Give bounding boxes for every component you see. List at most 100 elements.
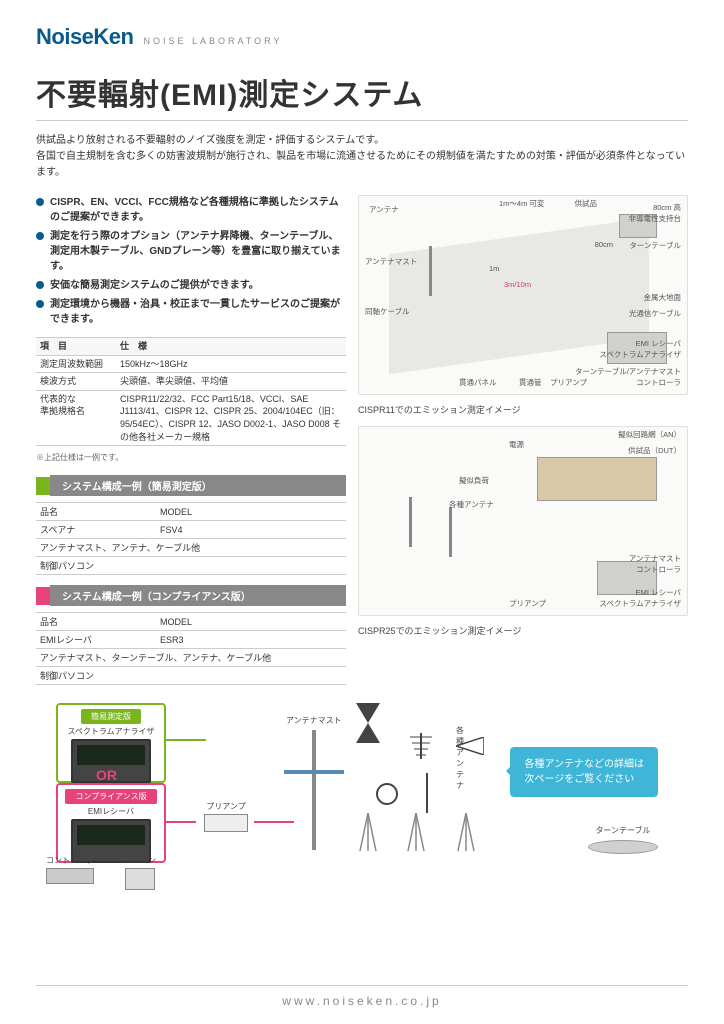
- spec-cell: 測定周波数範囲: [36, 355, 116, 373]
- intro-line: 各国で自主規制を含む多くの妨害波規制が施行され、製品を市場に流通させるためにその…: [36, 149, 688, 181]
- callout-bubble: 各種アンテナなどの詳細は 次ページをご覧ください: [510, 747, 658, 797]
- sys-cell: EMIレシーバ: [36, 631, 156, 649]
- label-gnd: 金属大地面: [644, 292, 682, 303]
- tag-compliance: コンプライアンス版: [65, 789, 156, 804]
- antenna-mast-group: アンテナマスト: [286, 713, 342, 854]
- bullet-text: 測定環境から機器・治具・校正まで一貫したサービスのご提案ができます。: [50, 297, 346, 327]
- preamp-label: プリアンプ: [196, 801, 256, 812]
- bullet-item: 安価な簡易測定システムのご提供ができます。: [36, 278, 346, 293]
- accent-pink: [36, 587, 50, 605]
- table-row: 代表的な 準拠規格名CISPR11/22/32、FCC Part15/18、VC…: [36, 390, 346, 445]
- sys-header: MODEL: [156, 503, 346, 521]
- intro-line: 供試品より放射される不要輻射のノイズ強度を測定・評価するシステムです。: [36, 133, 688, 149]
- label-antenna: アンテナ: [369, 204, 399, 215]
- spec-header: 仕 様: [116, 338, 346, 356]
- label-antenna-mast: アンテナマスト: [365, 256, 417, 267]
- table-row: EMIレシーバESR3: [36, 631, 346, 649]
- emi-receiver-label: EMIレシーバ: [62, 806, 160, 817]
- table-row: アンテナマスト、アンテナ、ケーブル他: [36, 539, 346, 557]
- label-eut: 供試品: [575, 198, 598, 209]
- sys-cell: 制御パソコン: [36, 557, 346, 575]
- header: NoiseKen NOISE LABORATORY: [36, 24, 688, 50]
- logperiodic-antenna-icon: [406, 733, 436, 762]
- loop-antenna-icon: [376, 783, 398, 808]
- conn-line-icon: [166, 739, 206, 741]
- label-tube: 貫通管: [519, 377, 542, 388]
- callout-text: 各種アンテナなどの詳細は 次ページをご覧ください: [524, 759, 644, 785]
- table-row: 制御パソコン: [36, 557, 346, 575]
- spec-cell: 代表的な 準拠規格名: [36, 390, 116, 445]
- bullet-item: CISPR、EN、VCCI、FCC規格など各種規格に準拠したシステムのご提案がで…: [36, 195, 346, 225]
- pc-monitor-icon: [125, 868, 155, 890]
- pc-label: パソコン: [110, 855, 170, 866]
- sys-cell: 制御パソコン: [36, 667, 346, 685]
- label-dut: 供試品（DUT）: [628, 445, 681, 456]
- bullet-icon: [36, 232, 44, 240]
- label-turntable: ターンテーブル: [629, 240, 681, 251]
- sys-header: 品名: [36, 503, 156, 521]
- diagram2-caption: CISPR25でのエミッション測定イメージ: [358, 624, 688, 637]
- label-80cm: 80cm: [595, 240, 613, 249]
- label-height-var: 1m～4m 可変: [499, 198, 544, 209]
- mast-arm-icon: [284, 770, 344, 774]
- antennas-label: 各種アンテナ: [456, 725, 464, 791]
- label-preamp: プリアンプ: [550, 377, 587, 388]
- controller-label: コントローラ: [40, 855, 100, 866]
- antenna-mast-label: アンテナマスト: [286, 715, 342, 726]
- label-mast-ctrl: アンテナマスト コントローラ: [629, 553, 681, 575]
- bullet-text: CISPR、EN、VCCI、FCC規格など各種規格に準拠したシステムのご提案がで…: [50, 195, 346, 225]
- emi-receiver-group: コンプライアンス版 EMIレシーバ: [56, 783, 166, 863]
- table-row: 測定周波数範囲150kHz～18GHz: [36, 355, 346, 373]
- right-column: アンテナ アンテナマスト 同軸ケーブル 1m～4m 可変 供試品 80cm 高 …: [358, 195, 688, 693]
- bullet-icon: [36, 300, 44, 308]
- table-row: 制御パソコン: [36, 667, 346, 685]
- tripods-icon: [356, 813, 496, 853]
- spec-cell: CISPR11/22/32、FCC Part15/18、VCCI、SAE J11…: [116, 390, 346, 445]
- logo: NoiseKen: [36, 24, 133, 50]
- mast-pole-icon: [312, 730, 316, 850]
- accent-green: [36, 477, 50, 495]
- pc-group: パソコン: [110, 853, 170, 892]
- intro-text: 供試品より放射される不要輻射のノイズ強度を測定・評価するシステムです。 各国で自…: [36, 133, 688, 181]
- page-title: 不要輻射(EMI)測定システム: [36, 78, 688, 121]
- sys-cell: スペアナ: [36, 521, 156, 539]
- table-row: スペアナFSV4: [36, 521, 346, 539]
- bullet-item: 測定環境から機器・治具・校正まで一貫したサービスのご提案ができます。: [36, 297, 346, 327]
- label-1m: 1m: [489, 264, 499, 273]
- sys-cell: ESR3: [156, 631, 346, 649]
- antenna-tripod-icon: [409, 497, 412, 547]
- feature-bullets: CISPR、EN、VCCI、FCC規格など各種規格に準拠したシステムのご提案がで…: [36, 195, 346, 327]
- section-title: システム構成一例（簡易測定版）: [50, 475, 346, 496]
- table-row: アンテナマスト、ターンテーブル、アンテナ、ケーブル他: [36, 649, 346, 667]
- label-3m: 3m/10m: [504, 280, 531, 289]
- logo-text: NoiseKen: [36, 24, 133, 49]
- preamp-device-icon: [204, 814, 248, 832]
- biconical-antenna-icon: [356, 723, 380, 746]
- spectrum-label: スペクトラムアナライザ: [62, 726, 160, 737]
- spec-table: 項 目仕 様 測定周波数範囲150kHz～18GHz 検波方式尖頭値、準尖頭値、…: [36, 337, 346, 446]
- system-table-compliance: 品名MODEL EMIレシーバESR3 アンテナマスト、ターンテーブル、アンテナ…: [36, 612, 346, 685]
- table-row: 項 目仕 様: [36, 338, 346, 356]
- bullet-text: 測定を行う際のオプション（アンテナ昇降機、ターンテーブル、測定用木製テーブル、G…: [50, 229, 346, 274]
- spec-note: ※上記仕様は一例です。: [36, 452, 346, 463]
- table-icon: [537, 457, 657, 501]
- sys-cell: FSV4: [156, 521, 346, 539]
- spec-cell: 150kHz～18GHz: [116, 355, 346, 373]
- label-dummy: 擬似負荷: [459, 475, 489, 486]
- turntable-icon: [588, 840, 658, 854]
- label-antennas: 各種アンテナ: [449, 499, 494, 510]
- label-height80: 80cm 高 非導電性支持台: [629, 202, 682, 224]
- antenna-mast-icon: [429, 246, 432, 296]
- table-row: 品名MODEL: [36, 503, 346, 521]
- label-panel: 貫通パネル: [459, 377, 497, 388]
- label-emi-rx: EMI レシーバ スペクトラムアナライザ: [599, 338, 681, 360]
- bullet-text: 安価な簡易測定システムのご提供ができます。: [50, 278, 259, 293]
- sys-header: MODEL: [156, 613, 346, 631]
- turntable-label: ターンテーブル: [588, 825, 658, 836]
- diagram-cispr11: アンテナ アンテナマスト 同軸ケーブル 1m～4m 可変 供試品 80cm 高 …: [358, 195, 688, 395]
- spec-header: 項 目: [36, 338, 116, 356]
- label-emi-rx2: EMI レシーバ スペクトラムアナライザ: [599, 587, 681, 609]
- label-controller: ターンテーブル/アンテナマスト コントローラ: [575, 366, 681, 388]
- footer-url: www.noiseken.co.jp: [36, 985, 688, 1008]
- dipole-antenna-icon: [426, 773, 428, 813]
